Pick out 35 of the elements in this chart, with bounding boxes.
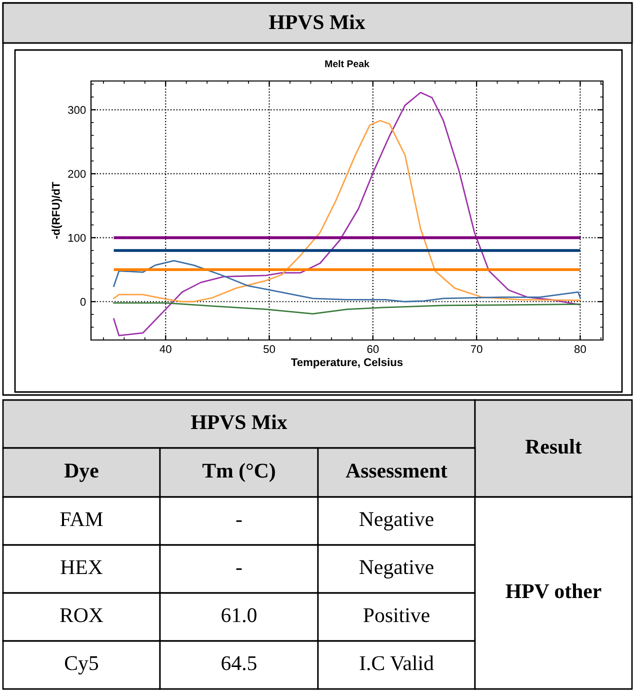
text: Result [526, 439, 582, 454]
text: Assessment [346, 464, 448, 478]
y-tick-label: 100 [68, 234, 86, 242]
chart-subtitle: Melt Peak [325, 60, 370, 68]
x-tick-label: 70 [470, 345, 482, 354]
y-tick-label: 0 [80, 298, 86, 306]
text: - [236, 568, 242, 570]
text: HPVS Mix [191, 414, 288, 430]
text: ROX [60, 608, 104, 622]
text: - [236, 520, 242, 522]
y-tick-label: 300 [68, 106, 86, 114]
x-tick-label: 60 [367, 345, 379, 354]
text: Negative [360, 512, 434, 530]
x-tick-label: 50 [264, 345, 276, 354]
x-axis-title: Temperature, Celsius [291, 358, 403, 368]
line-series [113, 260, 581, 302]
x-tick-label: 80 [574, 345, 586, 354]
text: Cy5 [64, 656, 98, 674]
text: I.C Valid [360, 656, 434, 670]
text: HPV other [506, 584, 602, 598]
chart-title: HPVS Mix [269, 14, 366, 30]
text: Positive [364, 608, 430, 622]
text: 64.5 [222, 656, 256, 670]
text: Dye [64, 464, 98, 482]
text: Negative [360, 560, 434, 578]
y-tick-label: 200 [68, 170, 86, 178]
text: 61.0 [222, 608, 256, 622]
line-series [113, 120, 581, 302]
line-series [113, 302, 581, 314]
y-axis-title: -d(RFU)/dT [52, 182, 62, 239]
text: HEX [60, 560, 103, 574]
x-tick-label: 40 [160, 345, 172, 354]
text: FAM [60, 512, 103, 526]
text: Tm (°C) [202, 463, 275, 482]
line-series [113, 92, 581, 336]
